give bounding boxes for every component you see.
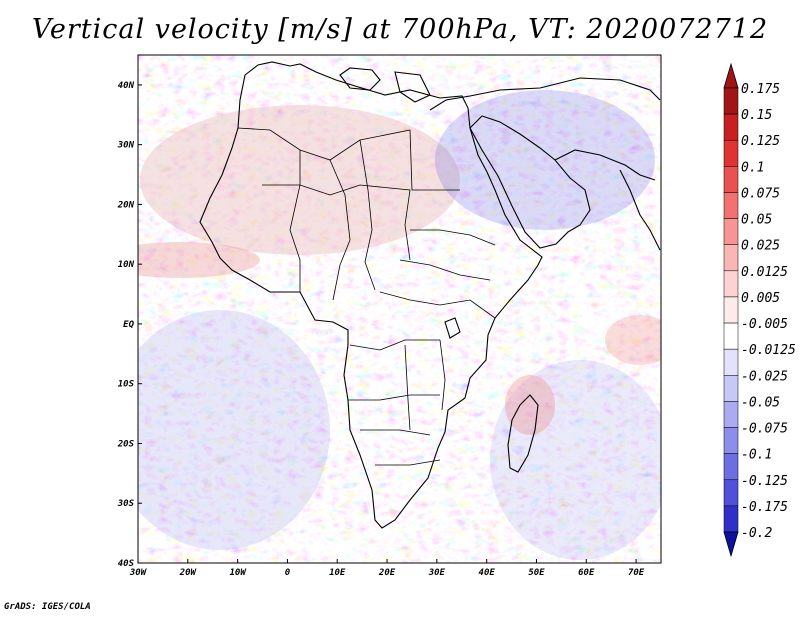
colorbar-label: -0.0125	[741, 343, 796, 358]
colorbar-label: -0.025	[741, 369, 788, 384]
lon-tick-label: 10E	[329, 568, 346, 578]
colorbar-swatch	[723, 375, 739, 402]
lon-tick-label: 60E	[578, 568, 595, 578]
lon-tick-label: 30W	[129, 568, 148, 578]
lat-tick-label: 40S	[118, 559, 135, 569]
lon-tick-label: 40E	[479, 568, 496, 578]
map-title: Vertical velocity [m/s] at 700hPa, VT: 2…	[31, 14, 769, 45]
colorbar-label: -0.075	[741, 422, 788, 437]
colorbar-label: 0.125	[741, 134, 780, 149]
lat-tick-label: 20S	[117, 439, 135, 449]
colorbar-swatch	[723, 427, 739, 454]
map-plot-area	[138, 55, 661, 563]
lon-tick-label: 70E	[628, 568, 645, 578]
lon-tick-label: 20W	[179, 568, 198, 578]
colorbar-swatch	[723, 113, 739, 141]
colorbar-label: 0.175	[741, 82, 780, 97]
country-borders	[237, 127, 496, 466]
colorbar: 0.175 0.15 0.125 0.1 0.075 0.05 0.025 0.0125 0.0…	[723, 62, 796, 558]
colorbar-swatch	[723, 479, 739, 507]
colorbar-label: -0.2	[741, 526, 772, 541]
footer-credit: GrADS: IGES/COLA	[4, 602, 91, 612]
colorbar-bottom-arrow	[723, 531, 739, 558]
colorbar-swatch	[723, 296, 739, 324]
colorbar-swatch	[723, 401, 739, 428]
colorbar-label: 0.05	[741, 213, 772, 228]
lon-tick-label: 0	[285, 568, 291, 578]
colorbar-label: -0.005	[741, 317, 788, 332]
lat-tick-label: 40N	[118, 81, 135, 91]
colorbar-swatch	[723, 348, 739, 376]
field-tint	[138, 90, 661, 560]
colorbar-label: -0.05	[741, 395, 780, 410]
lat-tick-label: 10N	[118, 260, 135, 270]
colorbar-swatch	[723, 453, 739, 481]
colorbar-swatch	[723, 322, 739, 350]
colorbar-swatch	[723, 166, 739, 193]
map-frame	[137, 54, 662, 564]
lon-tick-label: 30E	[428, 568, 446, 578]
colorbar-label: 0.075	[741, 186, 780, 201]
colorbar-label: 0.15	[741, 108, 772, 123]
lon-tick-label: 10W	[229, 568, 247, 578]
lon-tick-label: 20E	[378, 568, 396, 578]
lat-tick-label: 30S	[117, 499, 135, 509]
colorbar-swatch	[723, 244, 739, 272]
colorbar-swatch	[723, 192, 739, 219]
colorbar-swatch	[723, 270, 739, 298]
colorbar-swatch	[723, 218, 739, 245]
colorbar-label: -0.125	[741, 474, 788, 489]
map-axes: 30W 20W 10W 0 10E 20E 30E 40E 50E 60E 70E 40N 30N 20N…	[117, 81, 645, 578]
colorbar-label: 0.025	[741, 239, 780, 254]
lon-tick-label: 50E	[528, 568, 545, 578]
colorbar-label: 0.1	[741, 160, 764, 175]
colorbar-swatch	[723, 139, 739, 167]
lat-tick-label: 10S	[118, 380, 135, 390]
lat-tick-label: 20N	[117, 200, 135, 210]
coastlines	[199, 61, 661, 529]
colorbar-label: 0.0125	[741, 265, 788, 280]
colorbar-swatch	[723, 87, 739, 115]
colorbar-label: -0.1	[741, 448, 772, 463]
colorbar-swatch	[723, 505, 739, 533]
colorbar-label: -0.175	[741, 500, 788, 515]
colorbar-label: 0.005	[741, 291, 780, 306]
colorbar-top-arrow	[723, 62, 739, 89]
lat-tick-label: 30N	[117, 141, 135, 151]
lat-tick-label: EQ	[123, 320, 134, 330]
